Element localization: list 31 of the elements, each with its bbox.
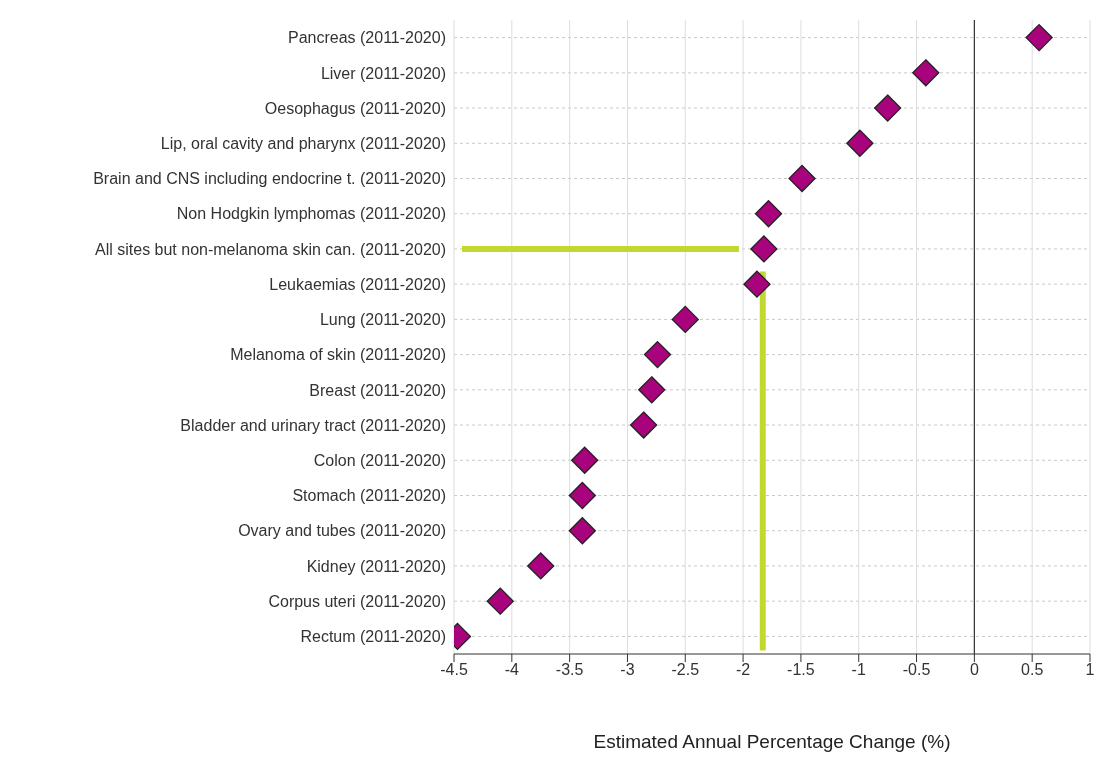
x-tick-label: -0.5 xyxy=(902,661,931,679)
y-tick-label: Ovary and tubes (2011-2020) xyxy=(238,522,446,540)
x-tick-label: -2.5 xyxy=(671,661,700,679)
x-tick-label: -3.5 xyxy=(555,661,584,679)
x-tick-label: 1 xyxy=(1085,661,1095,679)
y-tick-label: Rectum (2011-2020) xyxy=(300,628,446,646)
y-tick-label: Breast (2011-2020) xyxy=(309,381,446,399)
y-tick-label: Brain and CNS including endocrine t. (2011-2020) xyxy=(93,170,446,188)
x-tick-label: 0.5 xyxy=(1021,661,1044,679)
x-axis-title: Estimated Annual Percentage Change (%) xyxy=(593,731,951,752)
x-tick-label: -3 xyxy=(620,661,635,679)
y-tick-label: Lip, oral cavity and pharynx (2011-2020) xyxy=(160,134,446,152)
y-tick-label: All sites but non-melanoma skin can. (2011-2020) xyxy=(95,240,446,258)
y-tick-label: Pancreas (2011-2020) xyxy=(287,29,446,47)
x-tick-label: -2 xyxy=(735,661,751,679)
x-tick-label: -4.5 xyxy=(440,661,468,679)
x-tick-label: -1 xyxy=(851,661,866,679)
y-tick-label: Non Hodgkin lymphomas (2011-2020) xyxy=(176,205,446,223)
y-tick-label: Melanoma of skin (2011-2020) xyxy=(230,346,446,364)
y-tick-label: Oesophagus (2011-2020) xyxy=(264,99,446,117)
x-tick-label: -4 xyxy=(504,661,520,679)
y-tick-label: Liver (2011-2020) xyxy=(320,64,446,82)
y-tick-label: Bladder and urinary tract (2011-2020) xyxy=(180,416,446,434)
y-tick-label: Kidney (2011-2020) xyxy=(306,557,446,575)
x-tick-label: 0 xyxy=(969,661,979,679)
y-tick-label: Corpus uteri (2011-2020) xyxy=(268,592,446,610)
y-tick-label: Stomach (2011-2020) xyxy=(292,487,446,505)
y-tick-label: Lung (2011-2020) xyxy=(319,311,446,329)
x-tick-label: -1.5 xyxy=(787,661,815,679)
y-tick-label: Leukaemias (2011-2020) xyxy=(269,275,446,293)
y-tick-label: Colon (2011-2020) xyxy=(313,451,446,469)
